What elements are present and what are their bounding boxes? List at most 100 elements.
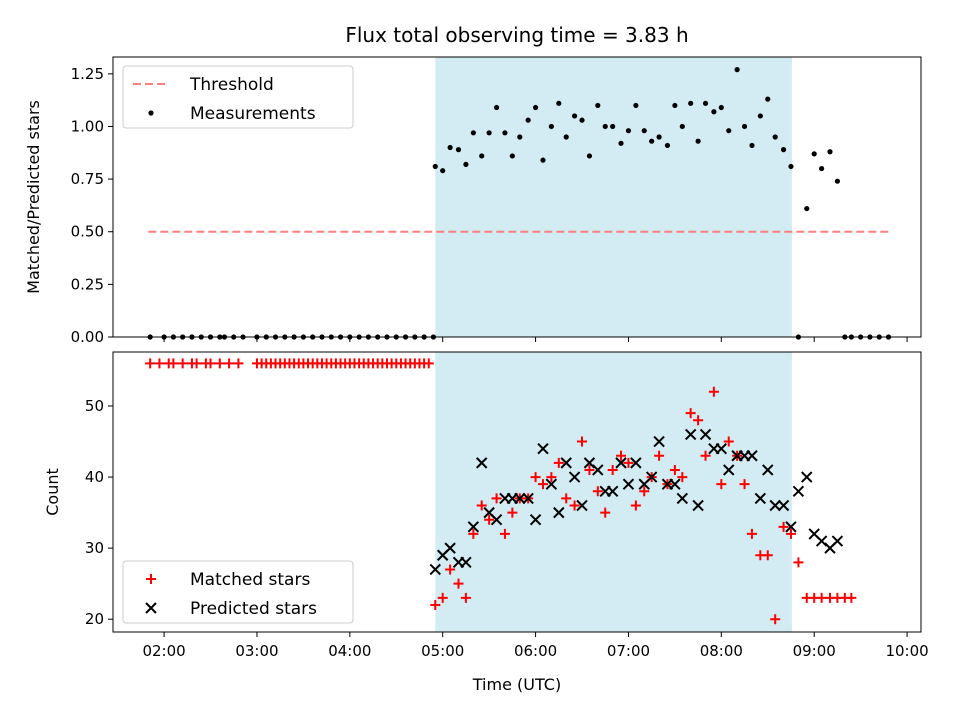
- matched-star-point: [739, 479, 750, 490]
- predicted-star-point: [529, 514, 542, 526]
- predicted-star-point: [777, 499, 790, 512]
- measurement-point: [788, 163, 794, 170]
- measurement-point: [757, 113, 763, 119]
- matched-star-point: [561, 493, 572, 504]
- predicted-star-point: [522, 492, 534, 505]
- measurement-point: [447, 144, 453, 151]
- predicted-star-point: [622, 478, 635, 490]
- matched-star-point: [616, 450, 627, 461]
- x-tick-label: 09:00: [793, 642, 836, 660]
- measurement-point: [455, 147, 462, 153]
- matched-star-point: [846, 592, 857, 603]
- legend-box: [122, 65, 354, 129]
- predicted-star-point: [615, 457, 627, 469]
- legend-label: Threshold: [189, 75, 274, 95]
- predicted-star-point: [801, 471, 813, 483]
- measurement-point: [602, 123, 608, 130]
- matched-star-point: [177, 358, 188, 369]
- x-tick-label: 07:00: [607, 642, 650, 660]
- measurement-point: [440, 168, 446, 174]
- predicted-star-point: [606, 485, 619, 497]
- x-axis-label: Time (UTC): [472, 675, 561, 694]
- measurement-point: [811, 151, 817, 157]
- predicted-star-point: [684, 428, 697, 441]
- predicted-star-point: [429, 563, 441, 576]
- legend-measurement-swatch: [148, 110, 154, 116]
- matched-star-point: [654, 450, 665, 461]
- matched-star-point: [770, 614, 781, 625]
- legend-box: [122, 560, 354, 624]
- x-tick-label: 08:00: [700, 642, 743, 660]
- measurement-point: [765, 96, 771, 102]
- predicted-star-point: [630, 457, 642, 469]
- matched-star-point: [785, 528, 796, 539]
- predicted-star-point: [568, 471, 581, 483]
- top-legend: Threshold Measurements: [122, 65, 354, 129]
- predicted-star-point: [723, 464, 735, 476]
- matched-star-point: [639, 486, 650, 497]
- matched-star-point: [233, 358, 244, 369]
- matched-star-point: [453, 578, 464, 589]
- y-tick-label: 50: [85, 397, 104, 415]
- predicted-star-point: [692, 499, 704, 512]
- matched-star-point: [205, 358, 216, 369]
- measurement-point: [718, 104, 724, 111]
- predicted-star-point: [467, 521, 480, 533]
- matched-star-point: [168, 358, 179, 369]
- series-predicted-stars: [429, 428, 844, 576]
- measurement-point: [819, 165, 825, 172]
- predicted-star-point: [769, 499, 781, 512]
- y-tick-label: 0.50: [71, 223, 104, 241]
- measurement-point: [595, 102, 601, 109]
- x-tick-label: 06:00: [514, 642, 557, 660]
- matched-star-point: [708, 386, 719, 397]
- predicted-star-point: [645, 471, 658, 483]
- measurement-point: [734, 67, 740, 73]
- matched-star-point: [507, 507, 518, 518]
- measurement-point: [548, 123, 554, 130]
- matched-star-point: [762, 550, 773, 561]
- predicted-star-point: [762, 464, 774, 476]
- measurement-point: [780, 147, 787, 153]
- matched-star-point: [577, 436, 588, 447]
- matched-star-point: [723, 436, 734, 447]
- legend-label: Predicted stars: [190, 599, 317, 619]
- predicted-star-point: [576, 499, 588, 512]
- predicted-star-point: [715, 442, 728, 455]
- predicted-star-point: [676, 492, 689, 505]
- measurement-point: [672, 102, 678, 109]
- measurement-point: [432, 163, 438, 170]
- matched-star-point: [430, 599, 441, 610]
- measurement-point: [556, 100, 562, 106]
- series-matched-stars: [145, 358, 857, 625]
- y-tick-label: 0.25: [71, 275, 104, 293]
- measurement-point: [656, 134, 662, 140]
- matched-star-point: [778, 521, 789, 532]
- measurement-point: [625, 128, 632, 134]
- measurement-point: [479, 153, 485, 159]
- matched-star-point: [816, 592, 827, 603]
- x-tick-label: 05:00: [421, 642, 464, 660]
- predicted-star-point: [699, 428, 712, 441]
- bottom-y-axis-label: Count: [43, 468, 62, 516]
- legend-label: Measurements: [190, 104, 316, 124]
- top-axes-frame: [112, 56, 922, 338]
- legend-label: Matched stars: [190, 570, 310, 590]
- measurement-point: [749, 142, 755, 149]
- matched-star-point: [476, 500, 487, 511]
- measurement-point: [772, 134, 778, 140]
- predicted-star-point: [653, 435, 665, 448]
- matched-star-point: [685, 408, 696, 419]
- predicted-star-point: [592, 464, 604, 476]
- matched-star-point: [484, 514, 495, 525]
- predicted-star-point: [669, 478, 681, 490]
- matched-star-point: [423, 358, 434, 369]
- measurement-point: [688, 100, 694, 106]
- measurement-point: [679, 123, 685, 130]
- matched-star-point: [154, 358, 165, 369]
- predicted-star-point: [560, 457, 572, 469]
- y-tick-label: 0.00: [71, 328, 104, 346]
- measurement-point: [804, 205, 810, 212]
- predicted-star-point: [460, 556, 472, 569]
